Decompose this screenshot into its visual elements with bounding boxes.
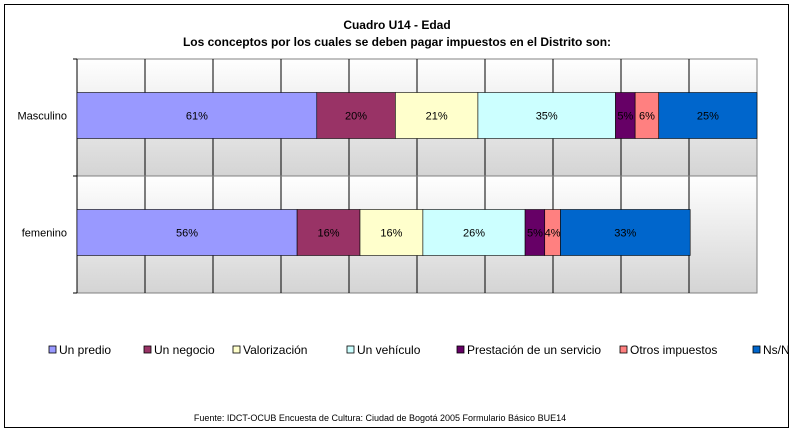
legend-label: Otros impuestos <box>630 343 717 357</box>
chart-title: Cuadro U14 - Edad <box>343 18 450 32</box>
data-label: 5% <box>617 111 633 123</box>
bar-segment <box>296 209 361 256</box>
data-label: 25% <box>697 111 719 123</box>
chart-legend: Un predio Un negocio Valorización Un vehícu… <box>48 343 790 357</box>
legend-label: Ns/Nr <box>763 343 790 357</box>
data-label: 4% <box>545 228 561 240</box>
data-label: 35% <box>536 111 558 123</box>
data-label: 20% <box>345 111 367 123</box>
chart-subtitle: Los conceptos por los cuales se deben pa… <box>183 35 611 49</box>
category-label: Masculino <box>17 111 67 123</box>
category-label: femenino <box>22 228 67 240</box>
data-label: 6% <box>639 111 655 123</box>
chart-frame: Cuadro U14 - Edad Los conceptos por los … <box>4 4 790 428</box>
stacked-bar-chart: Cuadro U14 - Edad Los conceptos por los … <box>17 18 790 423</box>
bar-segment <box>658 92 758 139</box>
legend-label: Valorización <box>243 343 307 357</box>
data-label: 26% <box>463 228 485 240</box>
bar-segment <box>422 209 526 256</box>
data-label: 16% <box>318 228 340 240</box>
legend-label: Prestación de un servicio <box>467 343 601 357</box>
legend-swatch <box>346 345 355 354</box>
data-label: 21% <box>426 111 448 123</box>
bar-segment <box>76 92 318 139</box>
legend-swatch <box>456 345 465 354</box>
legend-swatch <box>232 345 241 354</box>
legend-swatch <box>752 345 761 354</box>
legend-swatch <box>619 345 628 354</box>
bar-segment <box>560 209 691 256</box>
data-label: 5% <box>527 228 543 240</box>
data-label: 33% <box>614 228 636 240</box>
data-label: 61% <box>186 111 208 123</box>
bar-segment <box>359 209 424 256</box>
data-label: 56% <box>176 228 198 240</box>
legend-label: Un predio <box>59 343 111 357</box>
source-note: Fuente: IDCT-OCUB Encuesta de Cultura: C… <box>194 413 566 423</box>
bar-segment <box>316 92 396 139</box>
legend-label: Un negocio <box>154 343 215 357</box>
legend-swatch <box>143 345 152 354</box>
bar-segment <box>76 209 298 256</box>
legend-swatch <box>48 345 57 354</box>
legend-label: Un vehículo <box>357 343 421 357</box>
data-label: 16% <box>380 228 402 240</box>
